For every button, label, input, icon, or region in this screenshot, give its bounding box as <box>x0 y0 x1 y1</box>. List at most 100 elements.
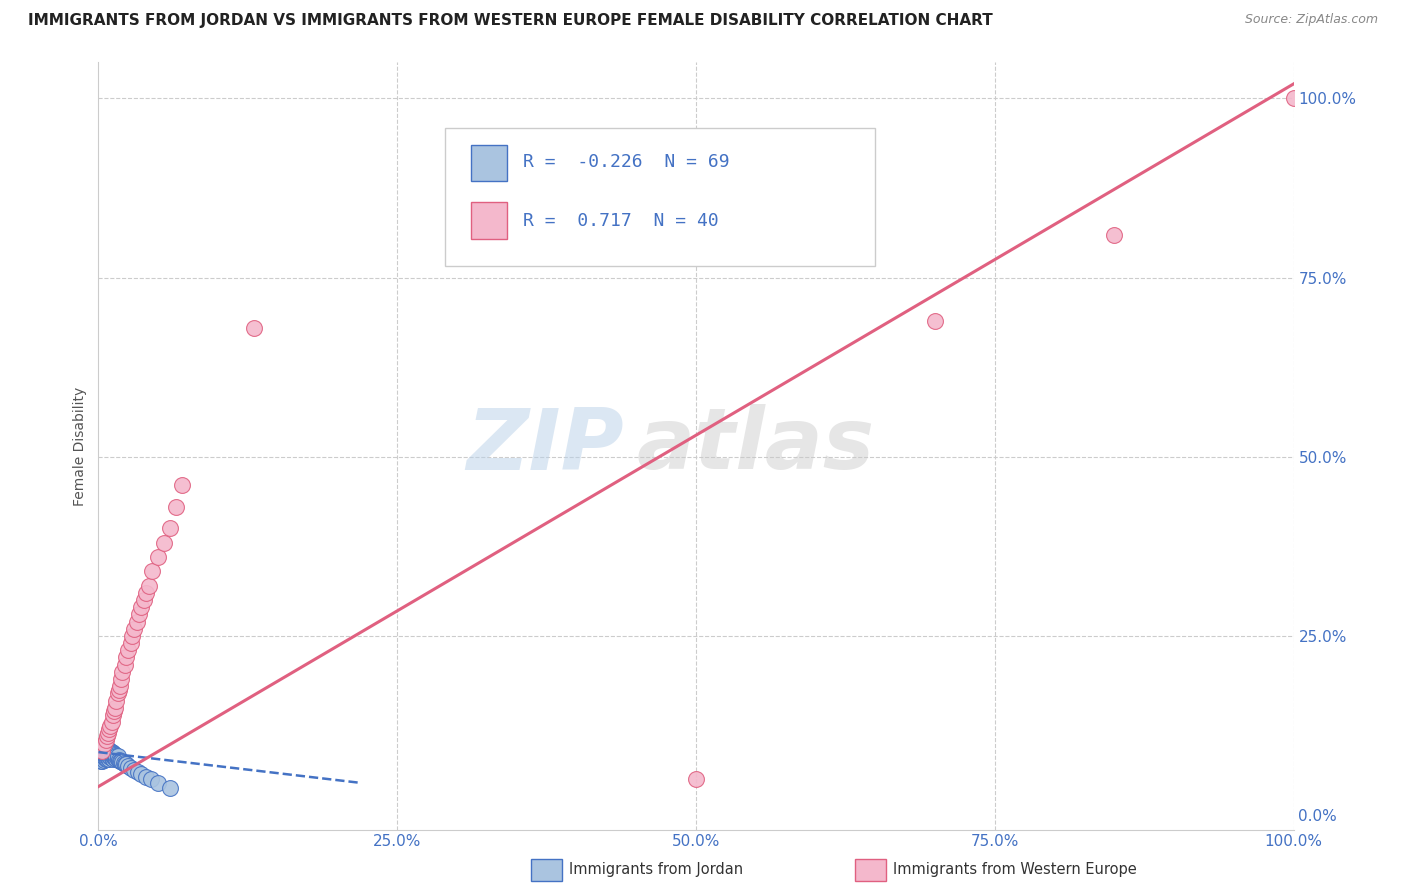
Point <box>135 770 157 784</box>
Point <box>93 747 115 761</box>
Point <box>1282 91 1305 105</box>
Point <box>148 550 170 565</box>
Text: ZIP: ZIP <box>467 404 624 488</box>
Point <box>110 672 132 686</box>
Point <box>117 643 139 657</box>
Point <box>108 679 131 693</box>
Point <box>243 320 266 334</box>
Point <box>90 749 112 764</box>
Point <box>104 751 127 765</box>
Point <box>91 747 114 762</box>
Point <box>107 682 129 697</box>
Point <box>105 751 128 765</box>
Point <box>121 629 143 643</box>
Point <box>94 733 117 747</box>
Point <box>104 747 127 762</box>
Point <box>103 750 125 764</box>
Point <box>153 536 176 550</box>
Text: R =  -0.226  N = 69: R = -0.226 N = 69 <box>523 153 730 171</box>
Point <box>96 730 118 744</box>
Point <box>91 744 114 758</box>
Point <box>101 751 124 765</box>
Point <box>131 600 153 615</box>
Point <box>110 755 132 769</box>
Point <box>114 657 136 672</box>
Point <box>101 746 124 760</box>
Point <box>112 756 135 770</box>
Point <box>89 747 111 762</box>
Point <box>107 753 129 767</box>
Point <box>89 751 111 765</box>
Point <box>91 746 114 760</box>
Point <box>91 741 114 756</box>
Point <box>93 744 115 758</box>
Point <box>172 478 194 492</box>
Text: Immigrants from Western Europe: Immigrants from Western Europe <box>893 863 1136 877</box>
Point <box>101 707 124 722</box>
Point <box>98 751 121 765</box>
Point <box>115 650 138 665</box>
Text: atlas: atlas <box>637 404 875 488</box>
Point <box>138 579 160 593</box>
Point <box>96 744 118 758</box>
Point <box>132 593 155 607</box>
Point <box>100 714 122 729</box>
Point <box>107 749 129 764</box>
Point <box>107 686 129 700</box>
Point <box>105 693 128 707</box>
Point <box>120 636 142 650</box>
FancyBboxPatch shape <box>446 128 876 266</box>
Point <box>97 747 120 762</box>
Point <box>127 765 149 780</box>
Point <box>98 744 122 758</box>
Point <box>114 756 136 771</box>
Point <box>93 750 115 764</box>
Point <box>159 521 181 535</box>
Point <box>111 755 134 769</box>
FancyBboxPatch shape <box>471 145 508 181</box>
Point <box>1104 227 1126 242</box>
Point <box>159 780 181 795</box>
Point <box>96 749 118 764</box>
Point <box>105 748 128 763</box>
Point <box>96 747 118 761</box>
Point <box>97 725 120 739</box>
Point <box>98 722 121 736</box>
Point <box>91 743 114 757</box>
Point <box>128 607 150 622</box>
Point <box>103 747 125 762</box>
Point <box>96 752 118 766</box>
Point <box>98 746 121 760</box>
Point <box>101 748 124 763</box>
Point <box>98 747 122 762</box>
Point <box>90 755 112 769</box>
Text: Immigrants from Jordan: Immigrants from Jordan <box>569 863 744 877</box>
Point <box>115 757 138 772</box>
Point <box>93 753 115 767</box>
Point <box>117 759 139 773</box>
Point <box>94 748 117 763</box>
Point <box>97 745 120 759</box>
Point <box>924 313 946 327</box>
Point <box>685 772 707 787</box>
Point <box>91 752 114 766</box>
Point <box>90 742 112 756</box>
Point <box>124 763 146 777</box>
Point <box>100 745 122 759</box>
Point <box>91 751 114 765</box>
Point <box>93 737 115 751</box>
Point <box>98 748 121 763</box>
Point <box>91 744 114 758</box>
Point <box>104 700 127 714</box>
Point <box>124 622 146 636</box>
Point <box>120 761 142 775</box>
Point <box>131 767 153 781</box>
Point <box>125 615 148 629</box>
Point <box>97 751 120 765</box>
Point <box>141 565 163 579</box>
Point <box>94 743 117 757</box>
Point <box>111 665 134 679</box>
Point <box>107 752 129 766</box>
Point <box>89 744 111 758</box>
Point <box>93 740 115 755</box>
